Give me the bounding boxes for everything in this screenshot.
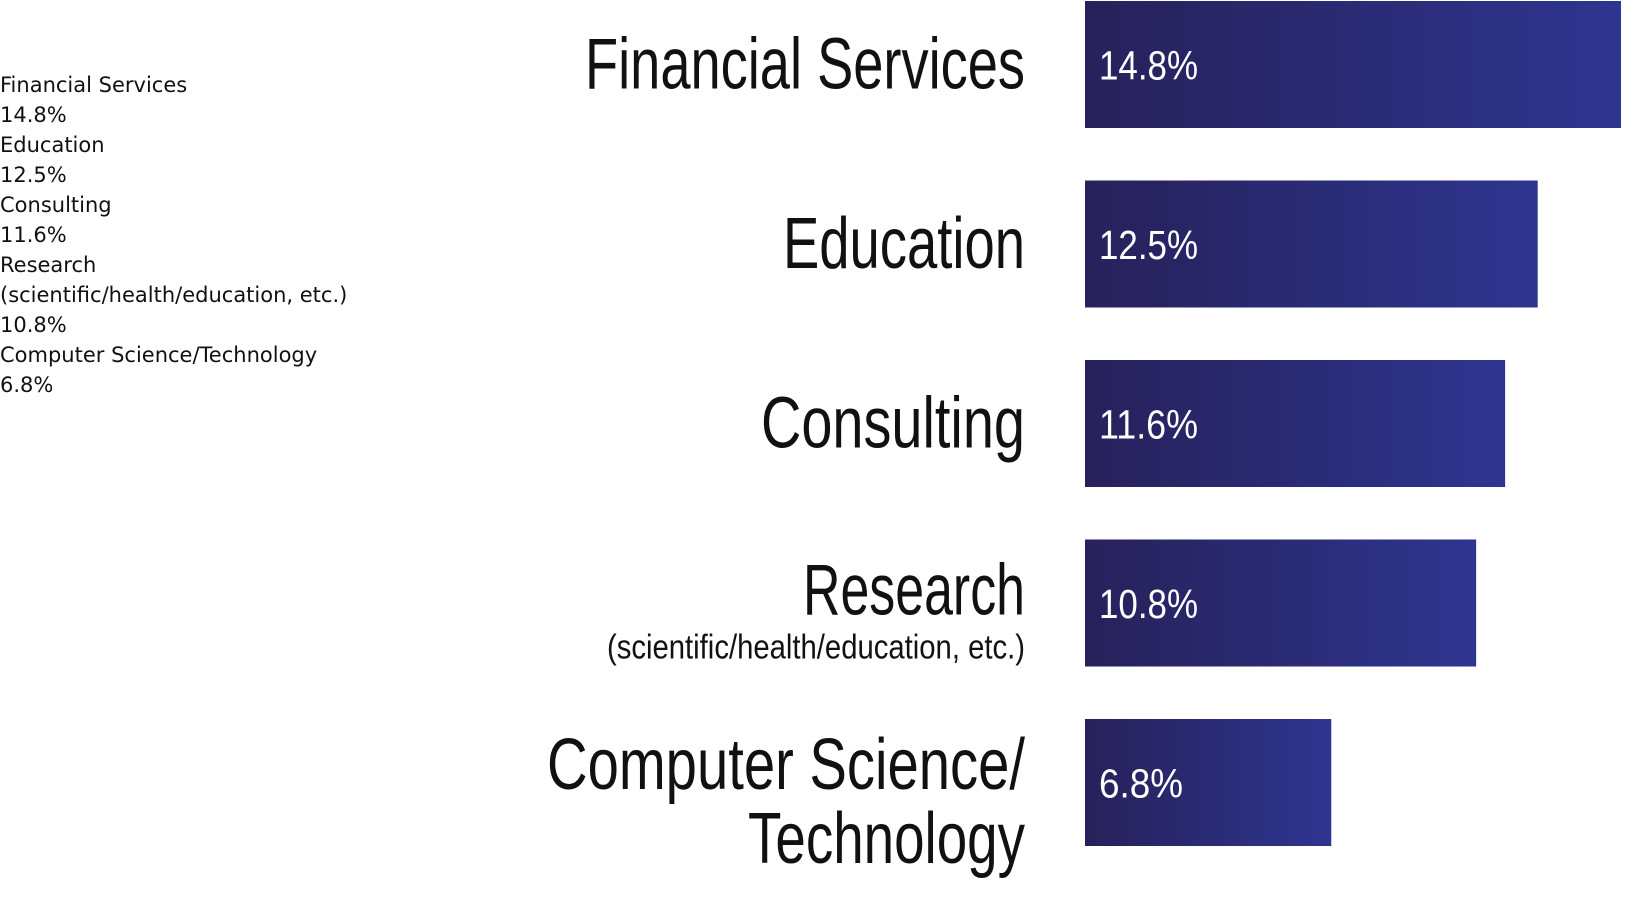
text-list-value: 12.5% [0, 163, 67, 187]
bar [1085, 360, 1506, 487]
accessible-text-list: Financial Services 14.8% Education 12.5%… [0, 70, 360, 400]
text-list-label: Consulting [0, 193, 112, 217]
text-list-label: (scientific/health/education, etc.) [0, 283, 348, 307]
category-sublabel: (scientific/health/education, etc.) [607, 629, 1025, 667]
text-list-value: 11.6% [0, 223, 67, 247]
text-list-value: 14.8% [0, 103, 67, 127]
bar [1085, 539, 1477, 667]
bar [1085, 180, 1538, 308]
text-list-value: 6.8% [0, 373, 54, 397]
value-labels-layer: 14.8% 12.5% 11.6% 10.8% 6.8% [1099, 43, 1198, 807]
bar [1085, 1, 1621, 128]
bar [1085, 719, 1332, 846]
bar-value-label: 11.6% [1099, 402, 1198, 448]
bar-value-label: 14.8% [1099, 43, 1198, 89]
text-list-label: Financial Services [0, 73, 188, 97]
text-list-label: Computer Science/Technology [0, 343, 318, 367]
bar-value-label: 12.5% [1099, 222, 1198, 268]
category-label: Financial Services [585, 25, 1025, 105]
category-label: Research [803, 551, 1025, 631]
category-label-line2: Technology [748, 799, 1025, 879]
bar-value-label: 10.8% [1099, 581, 1198, 627]
category-label: Consulting [761, 384, 1025, 464]
category-labels-layer: Financial Services Education Consulting Res… [547, 25, 1025, 880]
category-label: Computer Science/ [547, 725, 1025, 805]
bars-layer [1085, 1, 1621, 846]
text-list-value: 10.8% [0, 313, 67, 337]
text-list-label: Education [0, 133, 105, 157]
category-label: Education [783, 204, 1025, 284]
text-list-label: Research [0, 253, 97, 277]
bar-value-label: 6.8% [1099, 761, 1183, 807]
